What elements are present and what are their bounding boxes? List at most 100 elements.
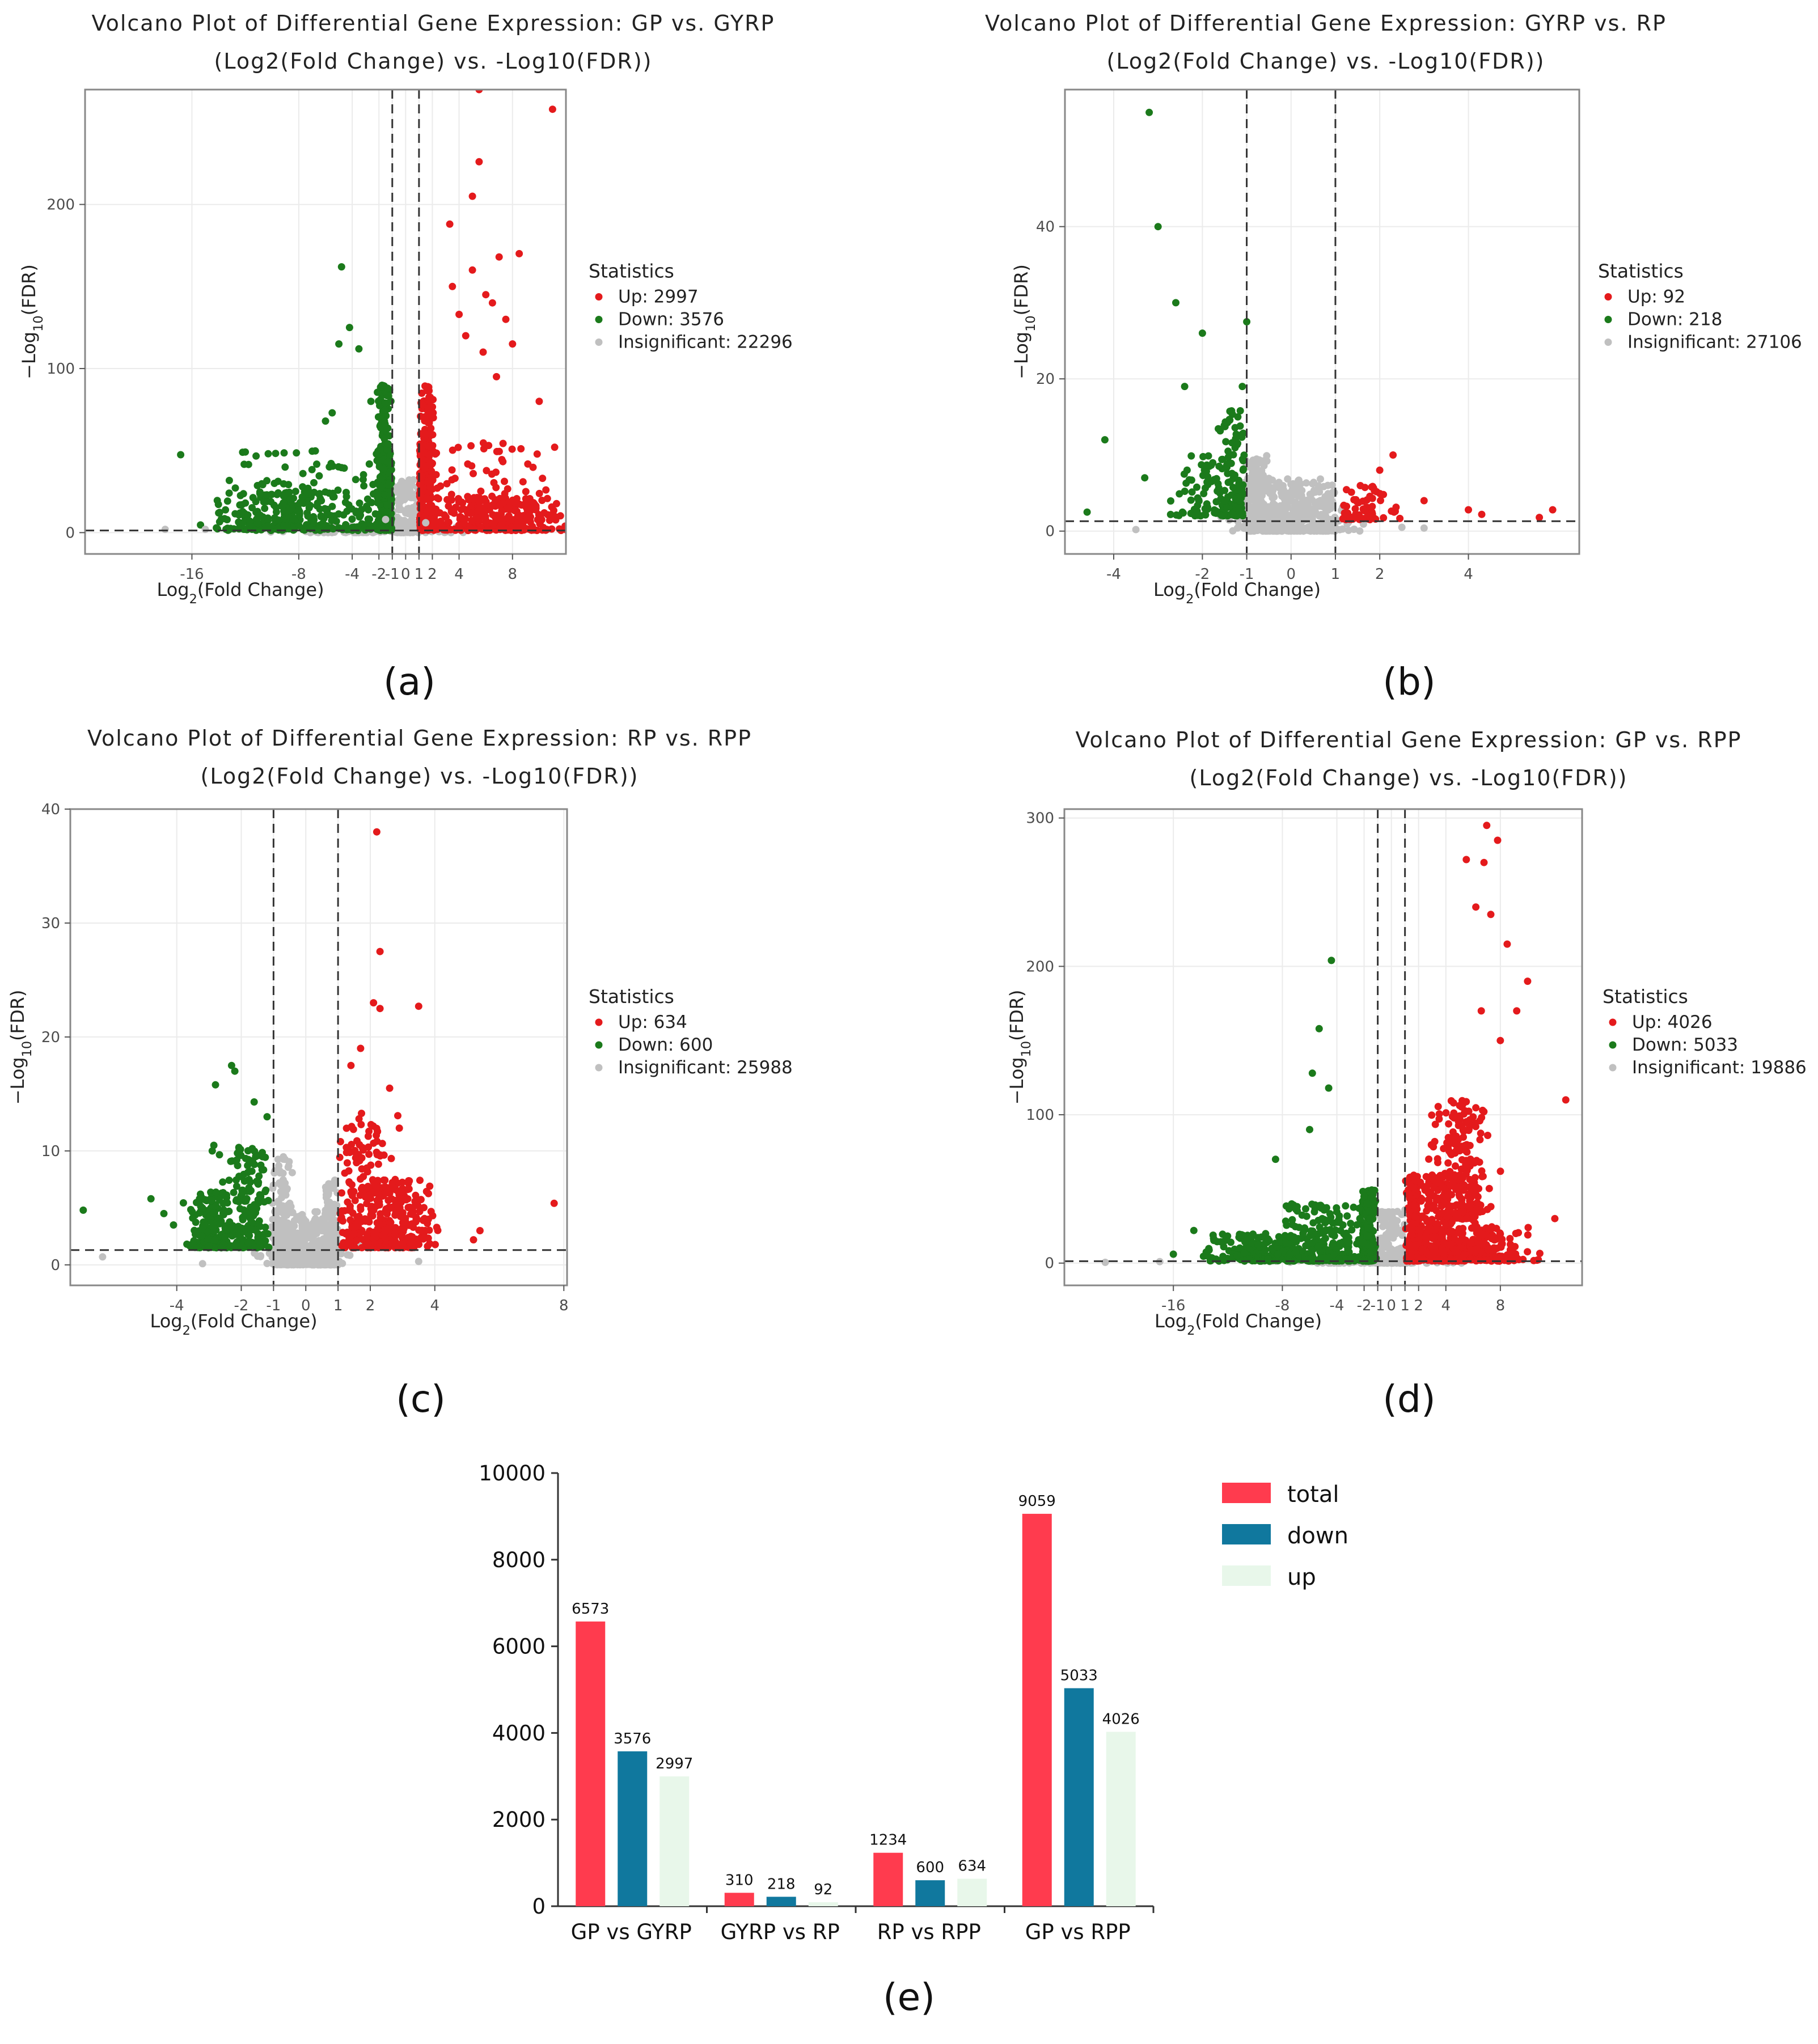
- up-gene-point: [364, 1240, 372, 1248]
- down-gene-point: [267, 498, 275, 506]
- up-gene-point: [358, 1165, 366, 1173]
- up-gene-point: [427, 425, 435, 432]
- up-gene-point: [462, 332, 470, 340]
- y-tick-label: 0: [65, 524, 75, 541]
- up-gene-point: [416, 461, 424, 469]
- down-gene-point: [261, 1224, 269, 1231]
- down-gene-point: [1214, 480, 1222, 488]
- insig-gene-point: [1396, 1245, 1403, 1252]
- y-tick-label: 200: [46, 197, 75, 214]
- insig-gene-point: [1263, 484, 1271, 492]
- insig-gene-point: [1276, 502, 1284, 510]
- plot-area: [70, 809, 567, 1285]
- down-gene-point: [341, 523, 349, 531]
- up-gene-point: [345, 1206, 353, 1214]
- up-gene-point: [465, 496, 473, 503]
- up-gene-point: [414, 1201, 422, 1209]
- volcano-panel-d: Volcano Plot of Differential Gene Expres…: [1006, 727, 1807, 1421]
- insig-gene-point: [305, 1252, 312, 1260]
- down-gene-point: [384, 458, 392, 465]
- insig-gene-point: [395, 506, 403, 514]
- up-gene-point: [398, 1178, 406, 1186]
- insig-gene-point: [408, 512, 416, 520]
- up-gene-point: [407, 1210, 415, 1218]
- down-gene-point: [260, 498, 268, 506]
- insig-gene-point: [276, 1233, 284, 1241]
- down-gene-point: [278, 502, 285, 510]
- down-gene-point: [340, 464, 348, 472]
- down-gene-point: [274, 477, 282, 485]
- down-gene-point: [1101, 436, 1109, 444]
- up-gene-point: [535, 397, 543, 405]
- down-gene-point: [1224, 447, 1232, 455]
- up-gene-point: [577, 442, 585, 450]
- up-gene-point: [342, 1230, 350, 1238]
- up-gene-point: [367, 1121, 375, 1128]
- down-gene-point: [329, 462, 337, 470]
- down-gene-point: [1181, 383, 1189, 391]
- up-gene-point: [363, 1168, 371, 1176]
- up-gene-point: [365, 1150, 373, 1158]
- up-gene-point: [406, 1239, 414, 1247]
- down-gene-point: [1215, 462, 1223, 470]
- up-gene-point: [448, 476, 456, 484]
- down-gene-point: [378, 484, 386, 492]
- up-gene-point: [387, 1154, 395, 1162]
- up-gene-point: [382, 1205, 390, 1213]
- down-gene-point: [1243, 318, 1251, 325]
- down-gene-point: [225, 476, 233, 484]
- down-gene-point: [1201, 510, 1209, 518]
- down-gene-point: [242, 1197, 250, 1205]
- down-gene-point: [1228, 407, 1236, 415]
- legend-entry: Insignificant: 25988: [618, 1057, 793, 1078]
- down-gene-point: [263, 491, 271, 499]
- down-gene-point: [1225, 459, 1233, 467]
- legend-marker: [1604, 338, 1612, 346]
- up-gene-point: [387, 1218, 395, 1226]
- insig-gene-point: [1385, 1229, 1393, 1237]
- x-tick-label: 0: [1286, 566, 1296, 583]
- insig-gene-point: [1400, 1210, 1408, 1218]
- up-gene-point: [343, 1159, 351, 1167]
- down-gene-point: [335, 463, 343, 471]
- y-axis-label: −Log10(FDR): [18, 264, 46, 379]
- down-gene-point: [386, 479, 393, 486]
- up-gene-point: [406, 1203, 414, 1211]
- down-gene-point: [231, 1067, 239, 1075]
- up-gene-point: [1396, 514, 1404, 522]
- up-gene-point: [479, 439, 487, 447]
- up-gene-point: [461, 515, 469, 523]
- down-gene-point: [1200, 490, 1208, 497]
- up-gene-point: [369, 1177, 377, 1185]
- down-gene-point: [296, 516, 304, 524]
- up-gene-point: [493, 373, 500, 380]
- up-gene-point: [470, 1236, 477, 1244]
- insig-gene-point: [1253, 495, 1261, 503]
- plot-title: Volcano Plot of Differential Gene Expres…: [1075, 727, 1741, 752]
- down-gene-point: [253, 1179, 261, 1187]
- down-gene-point: [378, 525, 386, 533]
- up-gene-point: [365, 1216, 373, 1224]
- insig-gene-point: [1356, 527, 1364, 535]
- up-gene-point: [443, 480, 451, 488]
- down-gene-point: [215, 509, 223, 517]
- up-gene-point: [400, 1225, 408, 1233]
- down-gene-point: [352, 507, 360, 515]
- down-gene-point: [1176, 490, 1183, 498]
- down-gene-point: [1223, 503, 1231, 511]
- insig-gene-point: [409, 505, 417, 513]
- down-gene-point: [293, 449, 301, 457]
- up-gene-point: [377, 1214, 384, 1222]
- plot-area: [85, 90, 566, 554]
- down-gene-point: [1348, 1226, 1356, 1234]
- x-axis-label: Log2(Fold Change): [1153, 579, 1321, 607]
- insig-gene-point: [1385, 1221, 1393, 1229]
- up-gene-point: [358, 1216, 366, 1224]
- up-gene-point: [425, 411, 433, 419]
- insig-gene-point: [1286, 522, 1293, 530]
- insig-gene-point: [1316, 502, 1324, 510]
- legend-marker: [595, 293, 603, 301]
- insig-gene-point: [1278, 512, 1286, 520]
- down-gene-point: [1218, 455, 1226, 463]
- up-gene-point: [481, 495, 489, 503]
